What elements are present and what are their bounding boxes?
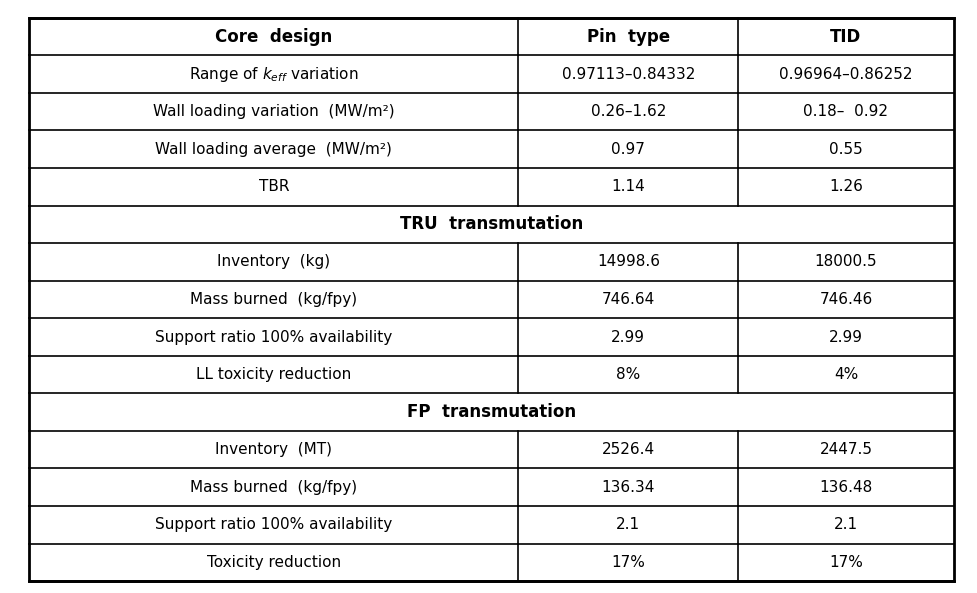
Text: FP  transmutation: FP transmutation	[406, 403, 575, 421]
Text: 2.1: 2.1	[616, 517, 640, 533]
Text: TRU  transmutation: TRU transmutation	[400, 215, 582, 234]
Text: 0.97: 0.97	[611, 142, 645, 157]
Text: Core  design: Core design	[215, 27, 332, 46]
Text: Support ratio 100% availability: Support ratio 100% availability	[155, 517, 392, 533]
Text: 0.55: 0.55	[828, 142, 862, 157]
Text: Support ratio 100% availability: Support ratio 100% availability	[155, 330, 392, 345]
Text: 746.64: 746.64	[601, 292, 655, 307]
Text: 17%: 17%	[611, 555, 645, 570]
Text: 8%: 8%	[616, 367, 640, 382]
Text: 0.96964–0.86252: 0.96964–0.86252	[779, 66, 912, 82]
Text: 4%: 4%	[833, 367, 857, 382]
Text: 1.26: 1.26	[828, 179, 862, 195]
Text: Range of $k_{eff}$ variation: Range of $k_{eff}$ variation	[189, 65, 359, 84]
Text: Inventory  (MT): Inventory (MT)	[215, 442, 332, 457]
Text: 2447.5: 2447.5	[819, 442, 871, 457]
Text: 0.18–  0.92: 0.18– 0.92	[803, 104, 887, 119]
Text: 0.97113–0.84332: 0.97113–0.84332	[561, 66, 695, 82]
Text: Mass burned  (kg/fpy): Mass burned (kg/fpy)	[191, 480, 357, 495]
Text: LL toxicity reduction: LL toxicity reduction	[196, 367, 351, 382]
Text: 14998.6: 14998.6	[596, 254, 659, 269]
Text: 0.26–1.62: 0.26–1.62	[590, 104, 665, 119]
Text: 2.99: 2.99	[611, 330, 645, 345]
Text: 2526.4: 2526.4	[601, 442, 655, 457]
Text: 2.99: 2.99	[828, 330, 862, 345]
Text: 136.34: 136.34	[601, 480, 655, 495]
Text: TID: TID	[829, 27, 861, 46]
Text: Inventory  (kg): Inventory (kg)	[217, 254, 330, 269]
Text: TBR: TBR	[258, 179, 289, 195]
Text: Wall loading variation  (MW/m²): Wall loading variation (MW/m²)	[152, 104, 395, 119]
Text: 746.46: 746.46	[819, 292, 871, 307]
Text: 136.48: 136.48	[819, 480, 871, 495]
Text: 17%: 17%	[828, 555, 862, 570]
Text: 2.1: 2.1	[833, 517, 857, 533]
Text: 18000.5: 18000.5	[814, 254, 876, 269]
Text: Toxicity reduction: Toxicity reduction	[206, 555, 341, 570]
Text: Pin  type: Pin type	[586, 27, 669, 46]
Text: Wall loading average  (MW/m²): Wall loading average (MW/m²)	[155, 142, 392, 157]
Text: 1.14: 1.14	[611, 179, 645, 195]
Text: Mass burned  (kg/fpy): Mass burned (kg/fpy)	[191, 292, 357, 307]
